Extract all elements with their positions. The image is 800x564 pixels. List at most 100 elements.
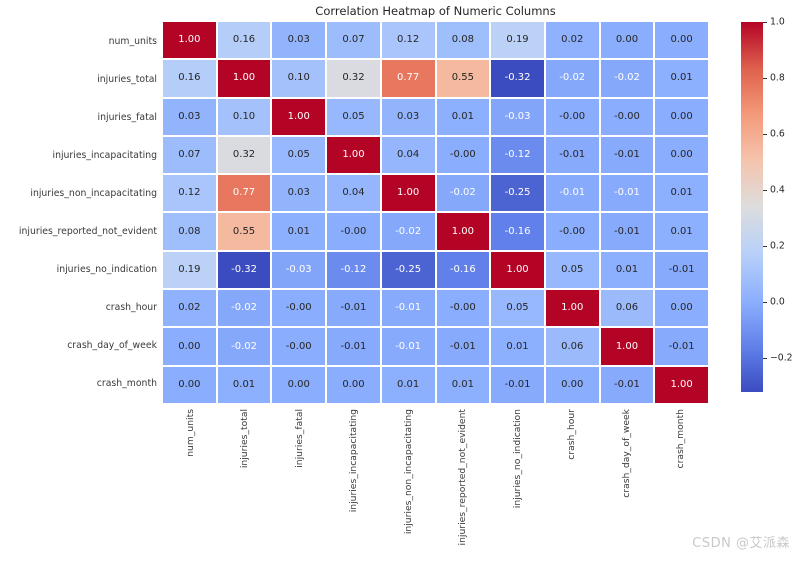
- y-tick-label: injuries_no_indication: [56, 264, 157, 276]
- heatmap-cell: 0.04: [327, 175, 380, 212]
- heatmap-cell: -0.32: [491, 60, 544, 97]
- heatmap-cell: 0.32: [217, 136, 271, 174]
- x-tick-label: injuries_non_incapacitating: [381, 409, 436, 559]
- heatmap-cell: 1.00: [655, 366, 708, 403]
- x-tick-label-text: injuries_no_indication: [511, 409, 523, 509]
- colorbar-tick-mark: [763, 133, 767, 135]
- heatmap-cell: 1.00: [217, 60, 271, 97]
- heatmap-cell: 0.03: [163, 98, 216, 135]
- heatmap-cell: -0.00: [436, 136, 490, 174]
- heatmap-cell: -0.01: [545, 136, 599, 174]
- heatmap-cell: -0.02: [381, 213, 435, 250]
- x-tick-label-text: injuries_incapacitating: [348, 409, 360, 513]
- colorbar-tick-mark: [763, 77, 767, 79]
- heatmap-cell: 0.07: [163, 136, 216, 174]
- heatmap-cell: 0.01: [655, 175, 708, 212]
- heatmap-cell: -0.25: [381, 251, 435, 289]
- heatmap-cell: 0.00: [655, 136, 708, 174]
- heatmap-cell: 0.00: [545, 366, 599, 403]
- heatmap-cell: -0.03: [491, 98, 544, 135]
- heatmap-cell: 0.08: [163, 213, 216, 250]
- heatmap-cell: 0.00: [655, 22, 708, 59]
- heatmap-cell: 0.08: [436, 22, 490, 59]
- colorbar-tick-label: −0.2: [770, 352, 793, 364]
- heatmap-cell: -0.01: [327, 328, 380, 365]
- heatmap-cell: 0.32: [327, 60, 380, 97]
- watermark: CSDN @艾派森: [692, 536, 790, 551]
- heatmap-cell: -0.01: [436, 328, 490, 365]
- heatmap-cell: -0.01: [655, 328, 708, 365]
- chart-title: Correlation Heatmap of Numeric Columns: [315, 4, 556, 18]
- heatmap-cell: -0.02: [217, 328, 271, 365]
- heatmap-cell: -0.16: [491, 213, 544, 250]
- colorbar-tick-mark: [763, 21, 767, 23]
- heatmap-cell: 0.01: [436, 366, 490, 403]
- x-tick-label-text: crash_hour: [566, 409, 578, 460]
- colorbar-tick-label: 0.4: [770, 184, 785, 196]
- heatmap-cell: -0.01: [600, 175, 654, 212]
- heatmap-cell: 0.02: [163, 290, 216, 327]
- heatmap-cell: -0.01: [600, 366, 654, 403]
- heatmap-cell: -0.01: [600, 136, 654, 174]
- heatmap-cell: 0.00: [272, 366, 326, 403]
- heatmap-cell: 0.01: [436, 98, 490, 135]
- heatmap-cell: -0.01: [545, 175, 599, 212]
- heatmap-cell: 0.12: [381, 22, 435, 59]
- colorbar-tick-label: 0.0: [770, 296, 785, 308]
- x-tick-label-text: injuries_reported_not_evident: [457, 409, 469, 546]
- heatmap-cell: 0.01: [655, 60, 708, 97]
- heatmap-cell: 0.05: [272, 136, 326, 174]
- heatmap-cell: -0.00: [545, 213, 599, 250]
- heatmap-cell: 0.03: [381, 98, 435, 135]
- heatmap-cell: 0.77: [381, 60, 435, 97]
- heatmap-cell: -0.02: [217, 290, 271, 327]
- heatmap-cell: 1.00: [491, 251, 544, 289]
- heatmap-cell: 0.01: [272, 213, 326, 250]
- heatmap-cell: 1.00: [600, 328, 654, 365]
- heatmap-cell: -0.00: [436, 290, 490, 327]
- heatmap-cell: -0.00: [600, 98, 654, 135]
- colorbar-tick-mark: [763, 301, 767, 303]
- colorbar-tick-mark: [763, 357, 767, 359]
- heatmap-cell: -0.02: [545, 60, 599, 97]
- heatmap-cell: 0.10: [272, 60, 326, 97]
- heatmap-cell: 0.05: [545, 251, 599, 289]
- heatmap-cell: 0.06: [545, 328, 599, 365]
- y-tick-label: injuries_incapacitating: [52, 149, 157, 161]
- heatmap-cell: 0.77: [217, 175, 271, 212]
- x-tick-label-text: crash_month: [675, 409, 687, 469]
- x-tick-label: injuries_incapacitating: [327, 409, 382, 559]
- colorbar-tick-label: 0.2: [770, 240, 785, 252]
- x-tick-label: injuries_fatal: [272, 409, 327, 559]
- colorbar-tick-label: 0.6: [770, 128, 785, 140]
- colorbar-tick-label: 1.0: [770, 16, 785, 28]
- heatmap-cell: -0.00: [545, 98, 599, 135]
- heatmap-cell: 0.06: [600, 290, 654, 327]
- heatmap-cell: -0.12: [327, 251, 380, 289]
- heatmap-cell: -0.01: [655, 251, 708, 289]
- x-tick-label: crash_hour: [545, 409, 600, 559]
- y-tick-label: crash_hour: [105, 302, 157, 314]
- y-tick-label: injuries_non_incapacitating: [30, 187, 157, 199]
- heatmap-cell: -0.02: [600, 60, 654, 97]
- heatmap-cell: 1.00: [381, 175, 435, 212]
- heatmap-cell: 0.00: [163, 366, 216, 403]
- x-tick-label: num_units: [163, 409, 218, 559]
- heatmap-cell: -0.00: [327, 213, 380, 250]
- heatmap-cell: 0.07: [327, 22, 380, 59]
- y-tick-label: num_units: [108, 35, 157, 47]
- x-axis-labels: num_units injuries_total injuries_fatal inj…: [163, 409, 708, 559]
- y-axis-labels: num_units injuries_total injuries_fatal inj…: [0, 22, 157, 403]
- x-tick-label-text: crash_day_of_week: [620, 409, 632, 498]
- heatmap-cell: 0.05: [491, 290, 544, 327]
- colorbar-tick-label: 0.8: [770, 72, 785, 84]
- x-tick-label: crash_day_of_week: [599, 409, 654, 559]
- heatmap-cell: -0.00: [272, 290, 326, 327]
- x-tick-label-text: injuries_fatal: [293, 409, 305, 468]
- heatmap-cell: 0.16: [217, 22, 271, 59]
- heatmap-cell: 0.10: [217, 98, 271, 135]
- heatmap-cell: -0.25: [491, 175, 544, 212]
- heatmap-cell: 0.03: [272, 22, 326, 59]
- x-tick-label: injuries_no_indication: [490, 409, 545, 559]
